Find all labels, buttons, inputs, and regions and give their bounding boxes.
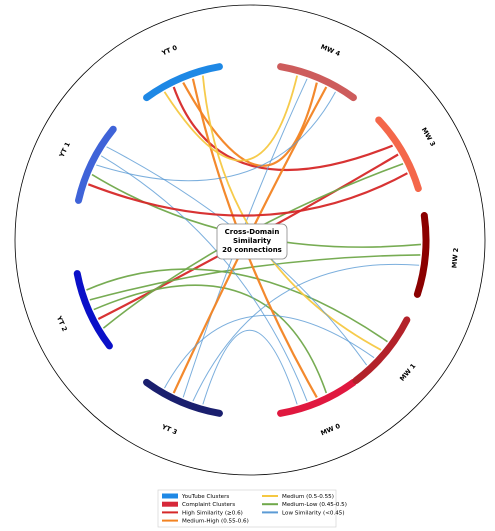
connection-yt0-mw3 <box>172 86 394 172</box>
segment-arc-yt-3 <box>143 378 223 417</box>
segment-arc-yt-0 <box>143 63 223 102</box>
connections-layer <box>86 75 422 405</box>
center-box <box>216 223 288 260</box>
legend-item-medium-low-0-45-0-5: Medium-Low (0.45-0.5) <box>262 502 347 508</box>
segment-label-yt-0: YT 0 <box>160 43 179 57</box>
segment-arc-mw-1 <box>352 316 411 385</box>
segment-label-mw-0: MW 0 <box>320 422 342 438</box>
segment-label-mw-2: MW 2 <box>450 247 460 268</box>
legend-item-medium-0-5-0-55: Medium (0.5-0.55) <box>262 494 334 500</box>
legend-item-medium-high-0-55-0-6: Medium-High (0.55-0.6) <box>162 519 249 525</box>
legend-item-high-similarity-0-6: High Similarity (≥0.6) <box>162 510 243 516</box>
connection-yt1-mw4 <box>96 91 336 182</box>
legend: YouTube Clusters Complaint Clusters High S… <box>157 489 347 528</box>
outer-ring <box>14 4 486 476</box>
connection-yt3-mw0 <box>202 329 298 405</box>
segment-label-mw-3: MW 3 <box>420 126 437 148</box>
segment-arc-mw-3 <box>375 116 422 193</box>
center-label-line-1: Cross-Domain <box>225 228 280 236</box>
segment-arc-yt-2 <box>73 270 113 350</box>
segment-label-yt-2: YT 2 <box>55 314 69 333</box>
connection-yt2-mw2 <box>89 254 421 301</box>
connection-yt3-mw1 <box>164 315 375 389</box>
legend-item-low-similarity-0-45: Low Similarity (<0.45) <box>262 510 345 516</box>
segment-arc-mw-4 <box>277 63 357 102</box>
legend-swatch <box>162 501 178 507</box>
center-label-line-2: Similarity <box>233 237 271 245</box>
segment-label-yt-1: YT 1 <box>57 140 72 159</box>
segments-layer <box>73 63 430 417</box>
segment-arc-yt-1 <box>75 125 117 204</box>
segment-label-yt-3: YT 3 <box>160 422 179 436</box>
legend-label: YouTube Clusters <box>181 494 229 500</box>
legend-label: Medium (0.5-0.55) <box>282 494 334 500</box>
legend-label: Low Similarity (<0.45) <box>282 510 345 516</box>
segment-label-mw-4: MW 4 <box>320 43 342 59</box>
connection-yt3-mw2 <box>192 263 420 402</box>
legend-item-complaint-clusters: Complaint Clusters <box>162 501 235 508</box>
connection-yt0-mw4 <box>182 82 318 167</box>
segment-arc-mw-0 <box>277 378 357 417</box>
legend-label: Medium-Low (0.45-0.5) <box>282 502 347 508</box>
legend-label: Complaint Clusters <box>182 502 235 508</box>
connection-yt1-mw0 <box>100 155 308 402</box>
legend-label: High Similarity (≥0.6) <box>182 510 243 516</box>
segment-label-mw-1: MW 1 <box>398 362 418 383</box>
connection-yt0-mw4 <box>163 75 299 162</box>
center-label-box: Cross-Domain Similarity 20 connections <box>216 223 288 260</box>
legend-frame <box>157 489 337 528</box>
segment-arc-mw-2 <box>413 212 430 298</box>
legend-label: Medium-High (0.55-0.6) <box>182 519 249 525</box>
connection-yt2-mw0 <box>93 284 328 394</box>
center-label-line-3: 20 connections <box>222 246 282 254</box>
connection-yt1-mw3 <box>87 172 408 217</box>
legend-item-youtube-clusters: YouTube Clusters <box>162 493 229 500</box>
legend-swatch <box>162 493 178 499</box>
